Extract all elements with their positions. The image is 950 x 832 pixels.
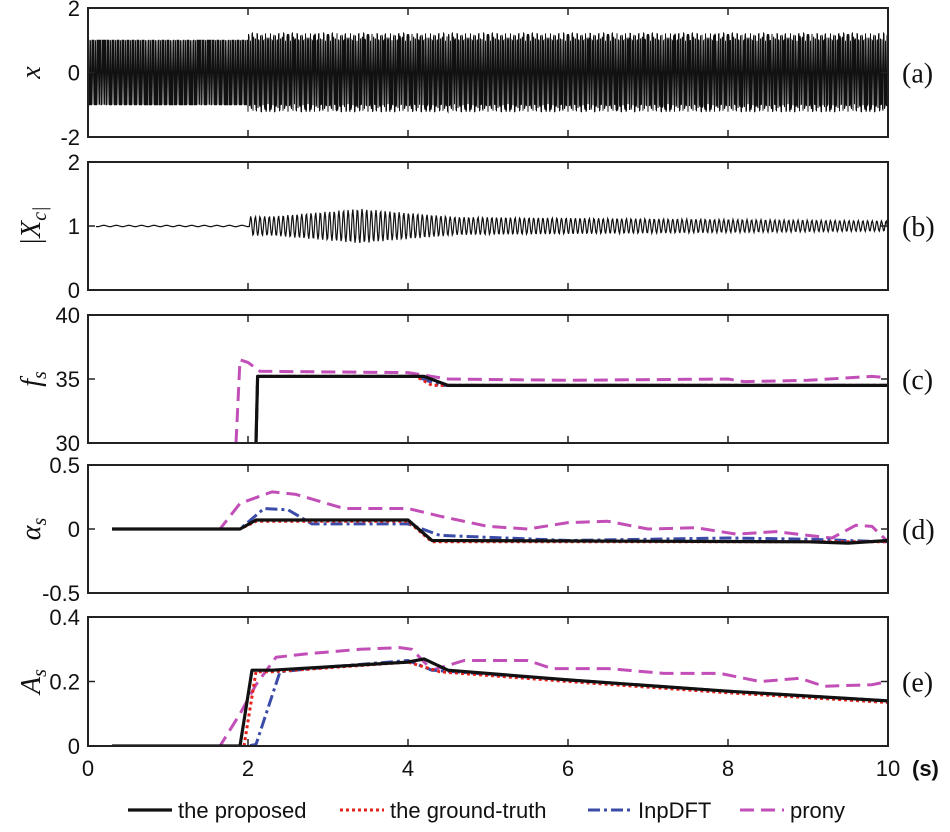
y-axis-label: As bbox=[16, 669, 51, 696]
panel-label: (c) bbox=[902, 365, 933, 396]
ytick-label: 40 bbox=[56, 303, 80, 328]
series-prony-line bbox=[112, 490, 888, 543]
series-the-ground-truth-line bbox=[112, 660, 888, 746]
ytick-label: 0 bbox=[68, 61, 80, 86]
legend-entry-prony: prony bbox=[740, 798, 845, 823]
panel-label: (a) bbox=[902, 59, 933, 90]
series-xc-line bbox=[95, 208, 888, 243]
series-prony-line bbox=[234, 358, 888, 443]
panel-label: (e) bbox=[902, 668, 933, 699]
y-axis-label: fs bbox=[16, 371, 51, 387]
ytick-label: 0 bbox=[68, 278, 80, 303]
xtick-label: 0 bbox=[82, 756, 94, 781]
ytick-label: 0.5 bbox=[49, 453, 80, 478]
panel-label: (b) bbox=[902, 212, 935, 243]
ytick-label: 2 bbox=[68, 150, 80, 175]
legend-entry-the-proposed: the proposed bbox=[128, 798, 306, 823]
ytick-label: 0.4 bbox=[49, 605, 80, 630]
ytick-label: -2 bbox=[60, 125, 80, 150]
panel-d: -0.5 0 0.5 αs (d) bbox=[16, 453, 935, 606]
plot-area bbox=[95, 208, 888, 243]
legend-label: InpDFT bbox=[638, 798, 711, 823]
legend-entry-inpdft: InpDFT bbox=[588, 798, 711, 823]
axes-frame bbox=[87, 314, 889, 444]
panel-a: -2 0 2 x (a) bbox=[16, 0, 933, 150]
plot-area bbox=[112, 646, 888, 746]
series-the-proposed-line bbox=[254, 374, 888, 443]
y-axis-label: αs bbox=[16, 518, 51, 541]
series-inpdft-line bbox=[112, 507, 888, 544]
panel-c: 30 35 40 fs (c) bbox=[16, 303, 933, 456]
ytick-label: 2 bbox=[68, 0, 80, 21]
xtick-label: 4 bbox=[402, 756, 414, 781]
legend-label: the ground-truth bbox=[390, 798, 547, 823]
xtick-label: 2 bbox=[242, 756, 254, 781]
legend-label: prony bbox=[790, 798, 845, 823]
legend: the proposed the ground-truth InpDFT prony bbox=[128, 798, 845, 823]
ytick-label: 30 bbox=[56, 431, 80, 456]
xtick-label: 6 bbox=[562, 756, 574, 781]
ytick-label: 35 bbox=[56, 367, 80, 392]
xtick-label: 10 bbox=[876, 756, 900, 781]
ytick-label: 0 bbox=[68, 734, 80, 759]
panel-label: (d) bbox=[902, 515, 935, 546]
plot-area bbox=[88, 31, 888, 114]
series-the-proposed-line bbox=[112, 657, 888, 746]
panel-b: 0 1 2 |Xc| (b) bbox=[16, 150, 935, 303]
legend-label: the proposed bbox=[178, 798, 306, 823]
ytick-label: 1 bbox=[68, 214, 80, 239]
y-axis-label: |Xc| bbox=[16, 206, 51, 245]
ytick-label: -0.5 bbox=[42, 581, 80, 606]
ytick-label: 0 bbox=[68, 517, 80, 542]
series-prony-line bbox=[112, 646, 888, 746]
panel-e: 0 0.2 0.4 As (e) bbox=[16, 605, 933, 759]
xtick-label: 8 bbox=[722, 756, 734, 781]
series-x-line bbox=[88, 31, 888, 114]
plot-area bbox=[234, 358, 888, 443]
x-unit-label: (s) bbox=[912, 756, 939, 781]
legend-entry-the-ground-truth: the ground-truth bbox=[340, 798, 547, 823]
series-the-proposed-line bbox=[112, 518, 888, 545]
plot-area bbox=[112, 490, 888, 545]
y-axis-label: x bbox=[16, 66, 47, 80]
ytick-label: 0.2 bbox=[49, 670, 80, 695]
